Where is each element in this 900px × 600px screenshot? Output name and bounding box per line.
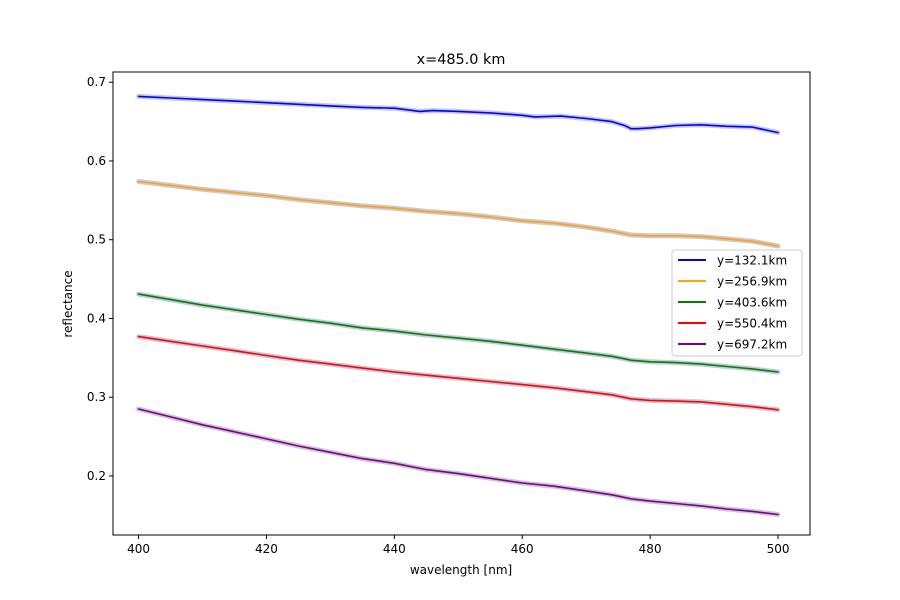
y-tick-label: 0.5	[87, 233, 106, 247]
legend-label: y=132.1km	[717, 254, 787, 268]
legend-box	[671, 249, 803, 357]
x-tick-label: 460	[511, 542, 534, 556]
y-tick-label: 0.7	[87, 75, 106, 89]
series-line	[137, 293, 779, 373]
y-tick-label: 0.6	[87, 154, 106, 168]
plot-frame	[112, 71, 811, 536]
series-lines	[137, 95, 779, 516]
series-line	[137, 335, 779, 411]
x-tick-label: 420	[255, 542, 278, 556]
legend-label: y=697.2km	[717, 338, 787, 352]
series-line	[137, 408, 779, 516]
legend-label: y=403.6km	[717, 296, 787, 310]
legend-label: y=256.9km	[717, 275, 787, 289]
x-tick-label: 400	[127, 542, 150, 556]
legend-label: y=550.4km	[717, 317, 787, 331]
y-axis-ticks: 0.2 0.3 0.4 0.5 0.6 0.7	[87, 75, 113, 483]
x-tick-label: 500	[767, 542, 790, 556]
x-axis-ticks: 400 420 440 460 480 500	[127, 535, 789, 556]
y-tick-label: 0.2	[87, 469, 106, 483]
series-line	[137, 180, 779, 247]
legend: y=132.1km y=256.9km y=403.6km y=550.4km y=69…	[671, 249, 803, 357]
series-line	[137, 95, 779, 134]
y-tick-label: 0.4	[87, 311, 106, 325]
y-axis-label: reflectance	[61, 270, 75, 337]
y-tick-label: 0.3	[87, 390, 106, 404]
x-axis-label: wavelength [nm]	[410, 563, 512, 577]
x-tick-label: 440	[383, 542, 406, 556]
x-tick-label: 480	[639, 542, 662, 556]
chart-title: x=485.0 km	[417, 52, 506, 68]
